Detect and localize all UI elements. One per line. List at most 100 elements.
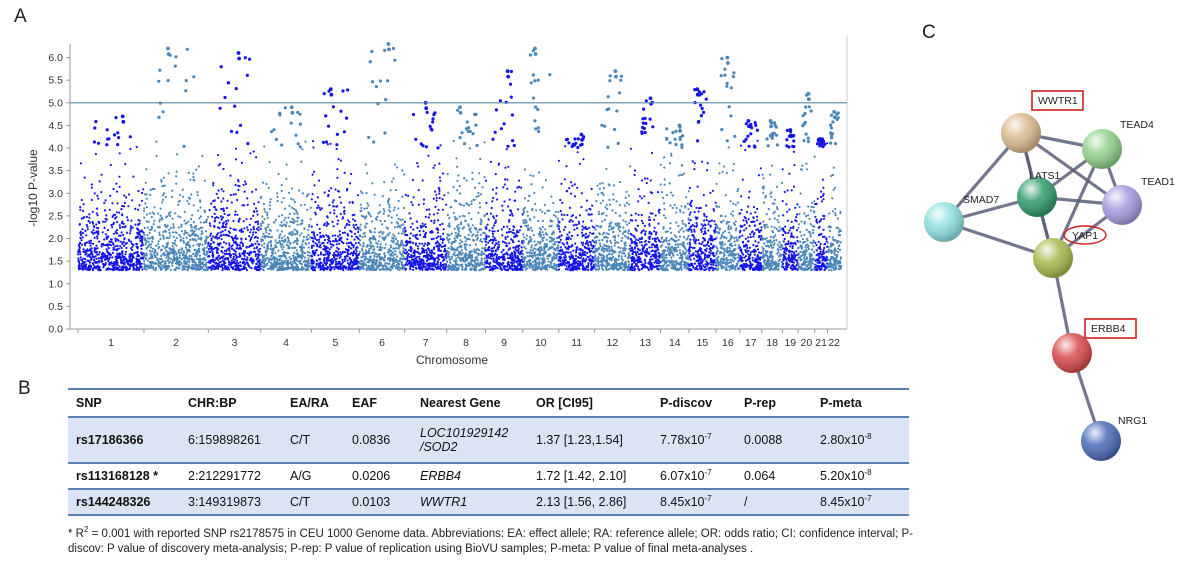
snp-dot-cloud [738, 139, 763, 272]
snp-point [831, 120, 835, 124]
snp-point [785, 138, 789, 142]
node-highlight [1082, 129, 1122, 169]
snp-dot-cloud [445, 139, 487, 272]
snp-point [725, 139, 729, 143]
p-discov-mantissa: 7.78x10 [660, 433, 705, 447]
chromosome-7-points [403, 100, 448, 271]
snp-point [744, 122, 748, 126]
snp-point [606, 145, 610, 149]
highlight-box [1084, 318, 1137, 339]
cell-nearest-gene: WWTR1 [412, 489, 528, 516]
snp-point [229, 129, 234, 133]
node-smad7: SMAD7 [924, 194, 999, 242]
chromosome-label: 10 [535, 337, 547, 349]
snp-point [803, 111, 807, 116]
snp-point [245, 73, 249, 77]
top-snp-point [789, 133, 793, 138]
header-eaf: EAF [344, 388, 412, 418]
snp-point [606, 95, 610, 99]
snp-point [680, 145, 684, 150]
snp-point [158, 68, 162, 72]
snp-point [576, 145, 580, 150]
snp-point [785, 128, 790, 132]
snp-point [161, 110, 165, 114]
snp-point [298, 145, 302, 149]
snp-dot-cloud [259, 140, 313, 272]
table-row: rs17186366 6:159898261 C/T 0.0836 LOC101… [68, 417, 909, 464]
node-tead4: TEAD4 [1082, 119, 1154, 169]
snp-point [531, 73, 536, 77]
snp-point [533, 119, 537, 123]
snp-point [612, 127, 617, 132]
snp-point [94, 120, 98, 124]
snp-point [499, 127, 503, 131]
cell-eara: C/T [282, 417, 344, 464]
chromosome-15-points [687, 87, 717, 272]
snp-point [238, 123, 243, 127]
p-meta-mantissa: 5.20x10 [820, 469, 865, 483]
chromosome-label: 9 [501, 337, 507, 349]
top-snp-point [579, 132, 584, 137]
chromosome-label: 4 [283, 337, 289, 349]
snp-point [117, 136, 121, 140]
p-meta-exponent: -8 [864, 467, 872, 477]
snp-results-table: SNP CHR:BP EA/RA EAF Nearest Gene OR [CI… [68, 388, 909, 516]
snp-point [393, 58, 397, 62]
chromosome-label: 17 [745, 337, 757, 349]
chromosome-3-points [207, 51, 262, 272]
top-snp-point [818, 137, 822, 141]
snp-point [233, 104, 237, 108]
snp-point [802, 122, 806, 126]
snp-point [678, 135, 683, 139]
snp-point [223, 95, 227, 100]
snp-point [166, 78, 170, 83]
top-snp-point [788, 128, 793, 132]
snp-point [719, 74, 723, 78]
snp-dot-cloud [521, 168, 560, 272]
cell-eaf: 0.0206 [344, 463, 412, 490]
snp-point [321, 140, 325, 144]
snp-point [192, 75, 196, 79]
cell-snp: rs17186366 [68, 417, 180, 464]
node-yap1: YAP1 [1033, 225, 1107, 278]
snp-point [456, 108, 460, 112]
snp-point [298, 122, 302, 126]
cell-chrbp: 3:149319873 [180, 489, 282, 516]
snp-point [345, 116, 349, 120]
p-meta-mantissa: 8.45x10 [820, 495, 865, 509]
chromosome-label: 7 [423, 337, 429, 349]
panel-label-a: A [14, 6, 27, 27]
header-snp: SNP [68, 388, 180, 418]
node-highlight [1033, 238, 1073, 278]
p-meta-exponent: -8 [864, 431, 872, 441]
chromosome-22-points [826, 110, 842, 272]
y-tick-label: 1.5 [48, 256, 63, 268]
snp-point [474, 112, 478, 116]
snp-point [725, 81, 729, 85]
snp-point [322, 92, 326, 96]
chromosome-label: 21 [815, 337, 827, 349]
snp-point [732, 71, 736, 75]
snp-point [747, 144, 751, 148]
snp-point [114, 116, 118, 120]
snp-point [829, 113, 834, 117]
chromosome-5-points [310, 87, 361, 272]
snp-point [792, 139, 796, 143]
snp-point [534, 127, 538, 131]
snp-dot-cloud [310, 140, 361, 272]
snp-point [671, 131, 675, 135]
snp-point [529, 81, 533, 85]
snp-point [370, 80, 375, 84]
snp-point [731, 75, 736, 79]
snp-point [750, 126, 754, 130]
chromosome-label: 12 [607, 337, 619, 349]
chromosome-label: 22 [828, 337, 840, 349]
node-highlight [1001, 113, 1041, 153]
snp-point [374, 85, 378, 89]
node-label-wwtr1: WWTR1 [1038, 95, 1078, 107]
snp-point [729, 86, 733, 90]
snp-point [648, 117, 652, 121]
snp-dot-cloud [813, 142, 829, 272]
snp-point [727, 105, 731, 109]
snp-point [668, 141, 672, 145]
